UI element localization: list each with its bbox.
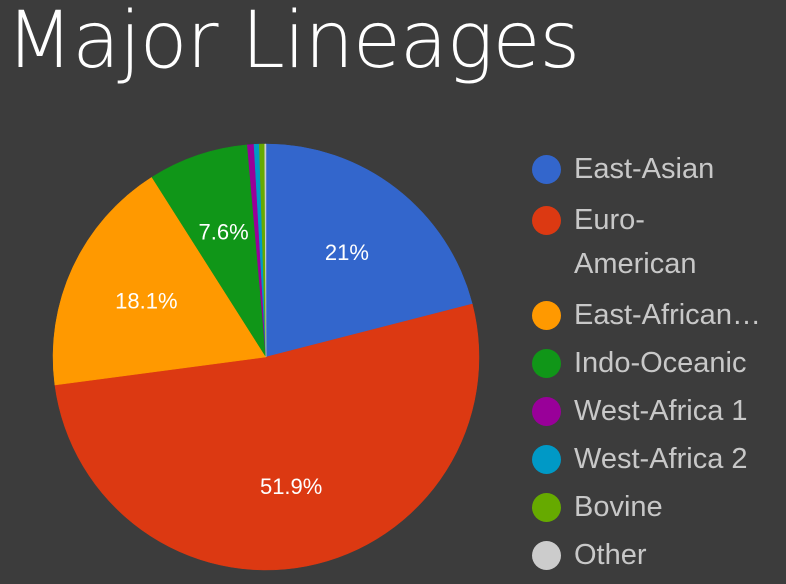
- legend-item[interactable]: Bovine: [532, 488, 782, 526]
- pie-slice-east-asian[interactable]: [265, 143, 473, 358]
- legend-swatch: [532, 206, 561, 235]
- legend-swatch: [532, 301, 561, 330]
- pie-slice-other[interactable]: [264, 143, 267, 358]
- legend-item[interactable]: East-Asian: [532, 150, 782, 188]
- pie-slice-east-african[interactable]: [52, 176, 267, 386]
- legend-label: Euro-American: [574, 204, 697, 280]
- chart-title: Major Lineages: [6, 0, 580, 86]
- slice-value-label: 51.9%: [260, 474, 322, 499]
- legend-swatch: [532, 349, 561, 378]
- legend: East-Asian Euro-American East-African… Indo…: [532, 150, 782, 584]
- legend-swatch: [532, 397, 561, 426]
- legend-item[interactable]: Other: [532, 536, 782, 574]
- legend-item[interactable]: Indo-Oceanic: [532, 344, 782, 382]
- legend-swatch: [532, 155, 561, 184]
- legend-label: East-Asian: [574, 153, 715, 185]
- legend-label: Other: [574, 539, 647, 571]
- legend-item[interactable]: West-Africa 2: [532, 440, 782, 478]
- pie-slice-euro-american[interactable]: [54, 303, 480, 571]
- legend-item[interactable]: Euro-American: [532, 198, 782, 286]
- slice-value-label: 21%: [325, 240, 369, 265]
- legend-item[interactable]: West-Africa 1: [532, 392, 782, 430]
- legend-label: Indo-Oceanic: [574, 347, 747, 379]
- legend-label: West-Africa 2: [574, 443, 748, 475]
- legend-label: West-Africa 1: [574, 395, 748, 427]
- legend-swatch: [532, 445, 561, 474]
- slice-value-label: 7.6%: [199, 219, 249, 244]
- slice-value-label: 18.1%: [115, 289, 177, 314]
- pie-slice-indo-oceanic[interactable]: [151, 144, 267, 358]
- legend-label: East-African…: [574, 299, 761, 331]
- legend-swatch: [532, 541, 561, 570]
- legend-swatch: [532, 493, 561, 522]
- legend-item[interactable]: East-African…: [532, 296, 782, 334]
- legend-label: Bovine: [574, 491, 663, 523]
